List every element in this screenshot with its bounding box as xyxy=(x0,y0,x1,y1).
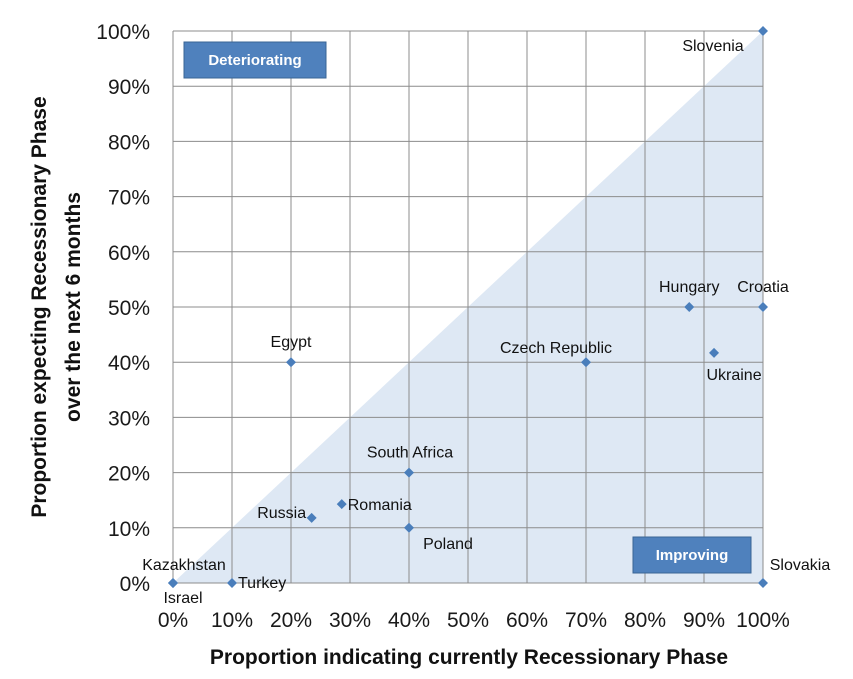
x-tick-label: 50% xyxy=(447,609,489,632)
x-tick-label: 100% xyxy=(736,609,790,632)
x-tick-label: 10% xyxy=(211,609,253,632)
data-point-marker xyxy=(306,512,317,523)
point-label: Slovakia xyxy=(770,557,831,574)
improving-box-bg xyxy=(632,536,752,574)
x-tick-label: 90% xyxy=(683,609,725,632)
point-label: Slovenia xyxy=(682,38,743,55)
point-label: Russia xyxy=(257,505,306,522)
point-label: Romania xyxy=(348,497,412,514)
x-tick-label: 20% xyxy=(270,609,312,632)
y-tick-label: 10% xyxy=(108,518,150,541)
data-point-marker xyxy=(709,347,720,358)
data-point-marker xyxy=(758,578,768,588)
y-tick-label: 0% xyxy=(120,573,150,596)
x-axis-title: Proportion indicating currently Recessio… xyxy=(210,646,728,669)
point-label: Turkey xyxy=(238,575,286,592)
deteriorating-label: Deteriorating xyxy=(208,52,301,69)
point-label: Poland xyxy=(423,536,473,553)
x-tick-label: 60% xyxy=(506,609,548,632)
point-label: Czech Republic xyxy=(500,340,612,357)
point-label: Hungary xyxy=(659,279,719,296)
y-tick-label: 30% xyxy=(108,407,150,430)
data-point-marker xyxy=(404,522,414,533)
y-axis-title: Proportion expecting Recessionary Phase … xyxy=(28,96,85,517)
point-label: Egypt xyxy=(271,334,312,351)
y-tick-label: 50% xyxy=(108,297,150,320)
data-point-marker xyxy=(758,26,768,36)
point-label: Israel xyxy=(163,590,202,607)
x-tick-label: 0% xyxy=(158,609,188,632)
y-tick-label: 100% xyxy=(96,21,150,44)
data-point-marker xyxy=(227,578,237,588)
data-point-marker xyxy=(286,357,296,368)
improving-box: Improving xyxy=(632,536,752,574)
point-label: South Africa xyxy=(367,445,453,462)
x-tick-label: 70% xyxy=(565,609,607,632)
x-tick-label: 30% xyxy=(329,609,371,632)
y-tick-labels: 0% 10% 20% 30% 40% 50% 60% 70% 80% 90% 100% xyxy=(96,21,150,596)
point-labels: Slovenia Hungary Croatia Ukraine Czech Repub… xyxy=(142,38,830,607)
data-point-marker xyxy=(581,357,591,368)
y-axis-title-line1: Proportion expecting Recessionary Phase xyxy=(28,96,51,517)
x-tick-labels: 0% 10% 20% 30% 40% 50% 60% 70% 80% 90% 100% xyxy=(158,609,790,632)
x-tick-label: 40% xyxy=(388,609,430,632)
y-tick-label: 40% xyxy=(108,352,150,375)
point-label: Kazakhstan xyxy=(142,557,226,574)
data-point-marker xyxy=(168,578,178,588)
y-tick-label: 80% xyxy=(108,131,150,154)
point-label: Croatia xyxy=(737,279,789,296)
deteriorating-box: Deteriorating xyxy=(183,41,327,79)
data-points xyxy=(168,26,768,588)
data-point-marker xyxy=(758,302,768,312)
point-label: Ukraine xyxy=(706,367,761,384)
y-axis-title-line2: over the next 6 months xyxy=(62,192,85,422)
data-point-marker xyxy=(684,302,695,312)
y-tick-label: 60% xyxy=(108,242,150,265)
data-point-marker xyxy=(404,467,414,478)
deteriorating-box-bg xyxy=(183,41,327,79)
y-tick-label: 90% xyxy=(108,76,150,99)
x-tick-label: 80% xyxy=(624,609,666,632)
data-point-marker xyxy=(336,499,347,510)
improving-label: Improving xyxy=(656,547,729,564)
y-tick-label: 20% xyxy=(108,463,150,486)
y-tick-label: 70% xyxy=(108,187,150,210)
